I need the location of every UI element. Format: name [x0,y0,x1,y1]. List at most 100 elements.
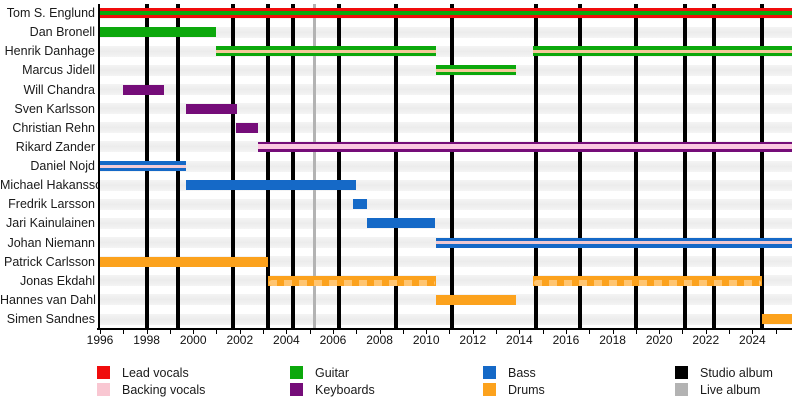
x-axis-year-label: 2012 [459,333,487,347]
member-bar [366,218,436,229]
legend-color-swatch [483,383,496,396]
member-label: Christian Rehn [12,120,95,135]
bar-stripe [533,49,792,53]
x-axis-year-label: 1996 [86,333,114,347]
studio-album-line [759,4,764,328]
x-axis-tick [216,330,218,334]
x-axis-year-label: 2024 [739,333,766,347]
bar-stripe [258,144,792,150]
bar-stripe [435,68,516,72]
legend-label: Drums [508,383,545,397]
bar-stripe [435,241,792,244]
legend-color-swatch [483,366,496,379]
studio-album-line [336,4,341,328]
member-bar [267,275,436,286]
legend-item: Live album [675,383,800,397]
x-axis-tick [332,330,334,334]
member-bar [216,46,436,57]
x-axis-tick [402,330,404,334]
bar-dash-pattern [268,279,435,286]
x-axis-tick [705,330,707,334]
studio-album-line [533,4,538,328]
x-axis-tick [193,330,195,334]
member-bar [435,65,516,76]
legend-label: Keyboards [315,383,375,397]
x-axis-tick [426,330,428,334]
x-axis-year-label: 1998 [133,333,160,347]
row-track [100,103,792,115]
member-label: Simen Sandnes [6,312,95,326]
legend-item: Studio album [675,366,800,380]
legend-label: Bass [508,366,536,380]
studio-album-line [682,4,687,328]
legend-color-swatch [97,383,110,396]
member-label: Michael Hakansson [0,178,110,193]
legend-item: Lead vocals [97,366,247,380]
x-axis-tick [379,330,381,334]
row-track [100,160,792,172]
member-bar [100,256,268,267]
studio-album-line [291,4,296,328]
row-track [100,179,792,191]
member-label: Rikard Zander [15,139,95,154]
x-axis-year-label: 2020 [645,333,673,347]
legend-color-swatch [675,366,688,379]
row-track [100,84,792,95]
row-track [100,313,792,325]
member-label: Sven Karlsson [14,101,95,116]
legend-color-swatch [97,366,110,379]
member-bar [435,237,792,248]
x-axis-year-label: 2016 [552,333,580,347]
x-axis-tick [239,330,241,334]
x-axis-tick [449,330,451,334]
studio-album-line [230,4,235,328]
x-axis-year-label: 2022 [692,333,720,347]
legend-item: Bass [483,366,633,380]
row-track [100,122,792,134]
x-axis-year-label: 2018 [599,333,626,347]
bar-stripe [100,11,792,15]
studio-album-line [265,4,270,328]
legend-item: Backing vocals [97,383,247,397]
member-label: Patrick Carlsson [4,254,95,269]
member-bar [533,275,762,286]
x-axis-tick [682,330,684,334]
legend-label: Guitar [315,366,350,380]
x-axis-tick [775,330,777,334]
legend-label: Live album [700,383,761,397]
member-bar [100,161,187,171]
x-axis-year-label: 2006 [319,333,347,347]
member-label: Jari Kainulainen [6,216,95,231]
member-bar [186,180,357,191]
legend-color-swatch [675,383,688,396]
x-axis-tick [752,330,754,334]
x-axis-tick [286,330,288,334]
legend-label: Backing vocals [122,383,206,397]
bar-dash-pattern [534,279,761,286]
member-bar [761,314,792,324]
x-axis-tick [659,330,661,334]
x-axis-tick [542,330,544,334]
legend-label: Studio album [700,366,773,380]
x-axis-tick [496,330,498,334]
member-label: Fredrik Larsson [8,197,95,212]
member-bar [123,84,165,95]
member-label: Henrik Danhage [4,44,95,59]
x-axis-tick [589,330,591,334]
legend-label: Lead vocals [122,366,189,380]
member-label: Hannes van Dahl [0,292,96,307]
member-bar [258,141,792,152]
x-axis-tick [472,330,474,334]
studio-album-line [449,4,454,328]
x-axis-tick [309,330,311,334]
x-axis-tick [169,330,171,334]
row-track [100,26,792,38]
studio-album-line [393,4,398,328]
legend-item: Guitar [290,366,440,380]
member-bar [435,294,516,305]
x-axis-year-label: 2004 [273,333,300,347]
member-bar [533,46,792,57]
legend-item: Drums [483,383,633,397]
studio-album-line [711,4,716,328]
